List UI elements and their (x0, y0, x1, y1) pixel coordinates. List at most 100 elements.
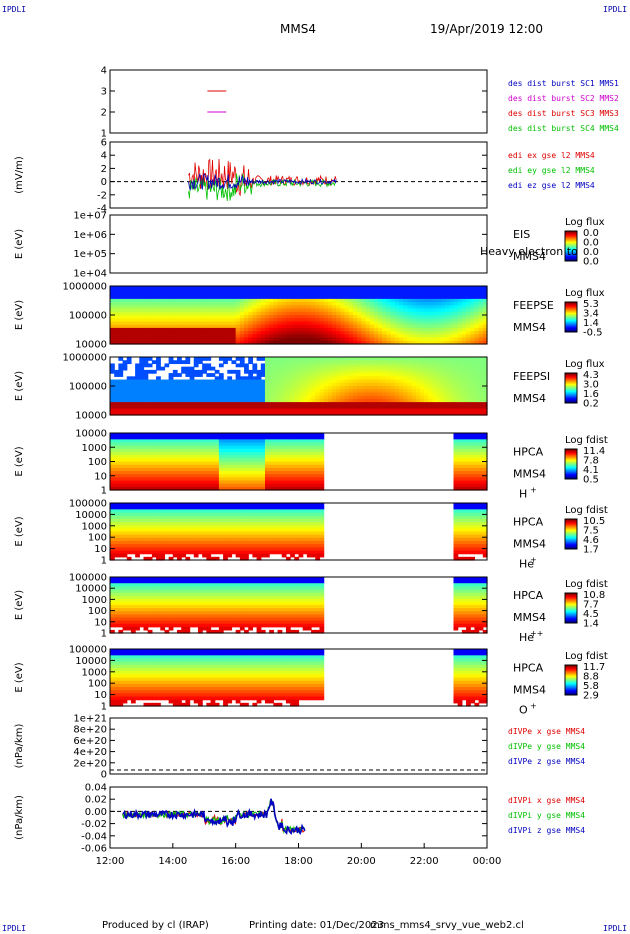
spectro-cell-feepse (461, 334, 467, 339)
spectro-cell-feepsi (197, 369, 203, 374)
spectro-cell-feepse (235, 302, 241, 306)
spectro-cell-feepsi (407, 389, 413, 394)
colorbar-value-feepse-2: 1.4 (583, 318, 599, 329)
spectro-cell-feepsi (248, 360, 254, 365)
spectro-cell-hpca_h (122, 477, 128, 482)
spectro-cell-feepse (453, 305, 459, 310)
spectro-cell-feepse (357, 318, 362, 323)
spectro-cell-feepsi (135, 363, 140, 368)
spectro-cell-feepsi (373, 363, 379, 368)
spectro-cell-feepse (394, 327, 400, 332)
spectro-cell-feepse (260, 286, 266, 290)
spectro-cell-hpca_h (206, 464, 212, 469)
spectro-cell-feepse (147, 321, 153, 326)
spectro-cell-feepse (466, 340, 471, 345)
spectro-cell-feepse (260, 295, 266, 300)
spectro-cell-feepsi (311, 376, 316, 381)
spectro-cell-hpca_h (252, 480, 258, 485)
spectro-cell-feepse (361, 298, 367, 303)
spectro-cell-hpca_he (126, 512, 132, 517)
spectro-cell-feepse (294, 311, 300, 316)
spectro-cell-hpca_h (214, 455, 220, 459)
spectro-cell-feepse (256, 292, 262, 297)
spectro-cell-hpca_h (177, 452, 182, 456)
spectro-cell-feepsi (419, 405, 425, 410)
spectro-cell-feepse (122, 289, 128, 294)
spectro-cell-feepse (470, 298, 476, 303)
spectro-cell-hpca_h (294, 474, 300, 478)
spectro-cell-feepsi (231, 402, 237, 406)
spectro-cell-feepsi (440, 398, 446, 403)
spectro-cell-feepse (185, 292, 191, 297)
spectro-cell-feepse (244, 324, 249, 329)
spectro-cell-feepse (114, 298, 119, 303)
spectro-cell-feepsi (365, 389, 371, 394)
spectro-cell-feepse (202, 286, 207, 290)
spectro-cell-feepsi (306, 386, 312, 390)
spectro-cell-feepsi (344, 366, 350, 371)
spectro-cell-feepsi (206, 363, 212, 368)
spectro-cell-feepse (306, 292, 312, 297)
spectro-cell-feepsi (352, 392, 358, 397)
spectro-cell-feepsi (482, 366, 488, 371)
spectro-cell-hpca_h (466, 442, 471, 447)
spectro-cell-feepsi (432, 405, 438, 410)
spectro-cell-feepse (130, 331, 136, 335)
spectro-cell-feepse (478, 334, 484, 339)
spectro-cell-feepsi (181, 405, 186, 410)
spectro-cell-feepsi (315, 386, 321, 390)
spectro-cell-hpca_h (143, 480, 149, 485)
spectro-cell-feepse (386, 298, 392, 303)
spectro-cell-feepsi (306, 398, 312, 403)
spectro-cell-feepsi (294, 379, 300, 384)
spectro-cell-feepsi (135, 382, 140, 387)
spectro-cell-hpca_h (168, 445, 174, 450)
spectro-cell-hpca_h (453, 474, 459, 478)
spectro-cell-hpca_h (114, 486, 119, 491)
spectro-cell-feepse (227, 334, 233, 339)
spectro-cell-hpca_h (285, 461, 291, 466)
spectro-cell-hpca_h (156, 461, 161, 466)
spectro-cell-feepsi (474, 376, 480, 381)
spectro-cell-feepse (252, 302, 258, 306)
spectro-cell-feepse (403, 289, 409, 294)
spectro-cell-hpca_h (206, 471, 212, 475)
spectro-cell-feepse (424, 340, 429, 345)
spectro-cell-hpca_h (239, 467, 245, 472)
spectro-cell-feepsi (340, 389, 346, 394)
spectro-cell-hpca_he (214, 525, 220, 529)
spectro-cell-hpca_h (470, 433, 476, 437)
spectro-cell-hpca_he (139, 531, 145, 536)
spectro-cell-hpca_h (260, 433, 266, 437)
spectro-cell-feepse (298, 311, 304, 316)
spectro-cell-feepse (114, 315, 119, 319)
spectro-cell-hpca_he (151, 537, 157, 542)
spectro-cell-hpca_h (298, 477, 304, 482)
ytick-label-edi-0: 6 (101, 138, 107, 149)
spectro-cell-hpca_h (110, 483, 115, 488)
spectro-cell-feepse (244, 292, 249, 297)
spectro-cell-feepse (361, 315, 367, 319)
spectro-cell-feepse (302, 286, 308, 290)
spectro-cell-feepse (248, 298, 254, 303)
spectro-cell-feepse (185, 327, 191, 332)
spectro-cell-feepsi (445, 363, 450, 368)
spectro-cell-feepse (181, 334, 186, 339)
spectro-cell-feepse (244, 311, 249, 316)
spectro-cell-hpca_h (110, 458, 115, 463)
spectro-cell-feepse (206, 318, 212, 323)
spectro-cell-feepsi (181, 379, 186, 384)
spectro-cell-hpca_h (235, 483, 241, 488)
spectro-cell-feepse (336, 311, 341, 316)
spectro-cell-feepsi (327, 386, 333, 390)
spectro-cell-feepsi (264, 408, 270, 413)
spectro-cell-hpca_h (147, 448, 153, 453)
spectro-cell-feepsi (466, 408, 471, 413)
spectro-cell-hpca_h (168, 483, 174, 488)
spectro-cell-feepsi (411, 386, 417, 390)
spectro-cell-feepsi (147, 363, 153, 368)
spectro-cell-feepsi (365, 386, 371, 390)
spectro-cell-feepse (352, 315, 358, 319)
spectro-cell-feepsi (369, 360, 375, 365)
colorbar-cell-feepsi-22 (565, 395, 577, 397)
